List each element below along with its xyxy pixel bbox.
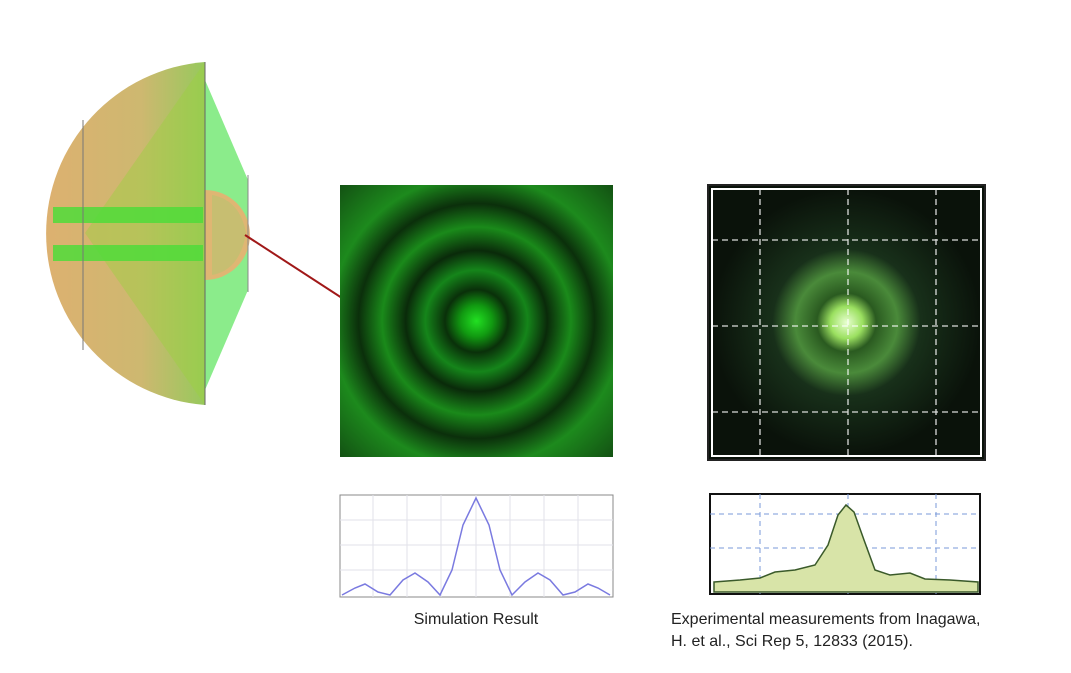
simulation-profile	[339, 494, 614, 598]
experimental-caption: H. et al., Sci Rep 5, 12833 (2015).	[671, 633, 913, 650]
experimental-profile	[709, 493, 981, 595]
experimental-caption: Experimental measurements from Inagawa,	[671, 611, 980, 628]
lens-diagram	[46, 62, 366, 405]
simulation-caption: Simulation Result	[414, 611, 539, 628]
experimental-image	[707, 184, 986, 461]
simulation-image	[340, 185, 613, 457]
